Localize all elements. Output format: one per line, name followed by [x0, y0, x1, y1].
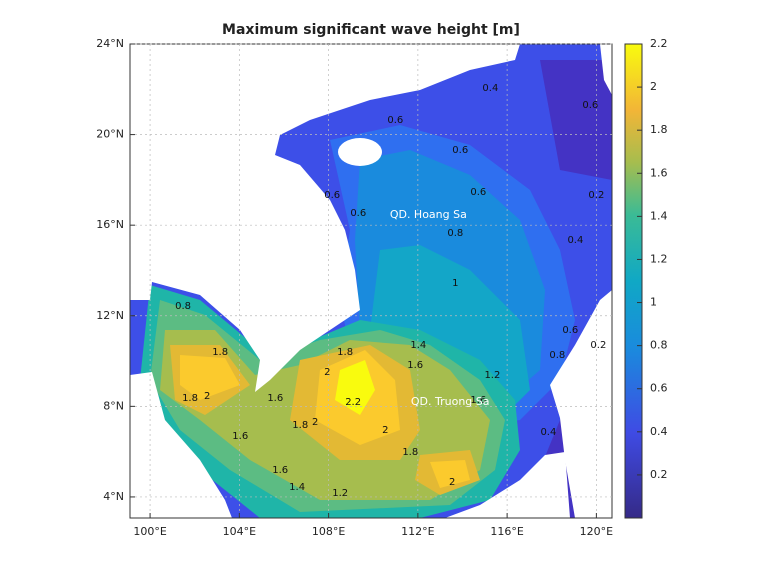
contour-label: 1.6: [407, 360, 423, 371]
contour-label: 0.6: [324, 190, 340, 201]
contour-label: 1.8: [337, 347, 353, 358]
colorbar: [624, 43, 643, 519]
colorbar-tick-label: 2: [650, 80, 657, 93]
x-tick-label: 100°E: [133, 525, 166, 538]
contour-label: 0.6: [470, 187, 486, 198]
contour-label: 0.4: [482, 83, 498, 94]
contour-label: 2: [449, 477, 455, 488]
contour-label: 1.4: [410, 340, 426, 351]
contour-label: 1.8: [212, 347, 228, 358]
colorbar-tick-label: 0.6: [650, 382, 668, 395]
y-tick-label: 20°N: [96, 128, 124, 141]
wave-field: [130, 44, 612, 518]
land-hainan: [338, 138, 382, 166]
contour-label: 1.6: [267, 393, 283, 404]
place-label: QD. Truong Sa: [411, 395, 490, 408]
x-tick-label: 116°E: [490, 525, 523, 538]
contour-label: 2: [312, 417, 318, 428]
land-borneo: [445, 452, 570, 518]
contour-label: 2: [324, 367, 330, 378]
place-label: QD. Hoang Sa: [390, 208, 467, 221]
contour-label: 1: [452, 278, 458, 289]
land-taiwan: [600, 44, 612, 95]
x-tick-label: 104°E: [223, 525, 256, 538]
colorbar-tick-label: 0.8: [650, 339, 668, 352]
contour-label: 1.6: [272, 465, 288, 476]
colorbar-tick-label: 1.4: [650, 209, 668, 222]
contour-2-0: [180, 350, 470, 488]
contour-label: 0.8: [447, 228, 463, 239]
colorbar-tick-label: 2.2: [650, 37, 668, 50]
land-peninsula: [130, 372, 232, 518]
colorbar-tick-label: 0.4: [650, 425, 668, 438]
contour-label: 0.6: [387, 115, 403, 126]
x-tick-label: 108°E: [312, 525, 345, 538]
contour-label: 2.2: [345, 397, 361, 408]
contour-label: 2: [204, 391, 210, 402]
y-tick-label: 8°N: [103, 399, 124, 412]
y-tick-label: 12°N: [96, 309, 124, 322]
contour-label: 0.8: [175, 301, 191, 312]
contour-label: 0.6: [350, 208, 366, 219]
contour-label: 0.4: [540, 427, 556, 438]
y-tick-label: 24°N: [96, 37, 124, 50]
land-mainland: [130, 44, 520, 392]
colorbar-tick-label: 1.2: [650, 252, 668, 265]
y-tick-label: 16°N: [96, 218, 124, 231]
contour-label: 1.6: [470, 395, 486, 406]
contour-label: 1.4: [289, 482, 305, 493]
colorbar-tick-label: 1.6: [650, 166, 668, 179]
contour-label: 0.6: [582, 100, 598, 111]
contour-label: 1.2: [332, 488, 348, 499]
colorbar-tick-label: 0.2: [650, 468, 668, 481]
contour-label: 0.2: [590, 340, 606, 351]
contour-label: 1.2: [484, 370, 500, 381]
contour-label: 0.6: [562, 325, 578, 336]
map-title: Maximum significant wave height [m]: [222, 22, 520, 38]
contour-label: 1.8: [402, 447, 418, 458]
contour-label: 1.8: [292, 420, 308, 431]
contour-label: 0.6: [452, 145, 468, 156]
land-philippines: [550, 290, 612, 518]
y-tick-label: 4°N: [103, 490, 124, 503]
x-tick-label: 120°E: [580, 525, 613, 538]
contour-label: 2: [382, 425, 388, 436]
contour-2-2: [335, 360, 375, 415]
contour-label: 0.8: [549, 350, 565, 361]
x-tick-label: 112°E: [401, 525, 434, 538]
contour-label: 1.6: [232, 431, 248, 442]
contour-label: 0.2: [588, 190, 604, 201]
colorbar-tick-label: 1: [650, 296, 657, 309]
contour-label: 0.4: [567, 235, 583, 246]
contour-label: 1.8: [182, 393, 198, 404]
colorbar-tick-label: 1.8: [650, 123, 668, 136]
